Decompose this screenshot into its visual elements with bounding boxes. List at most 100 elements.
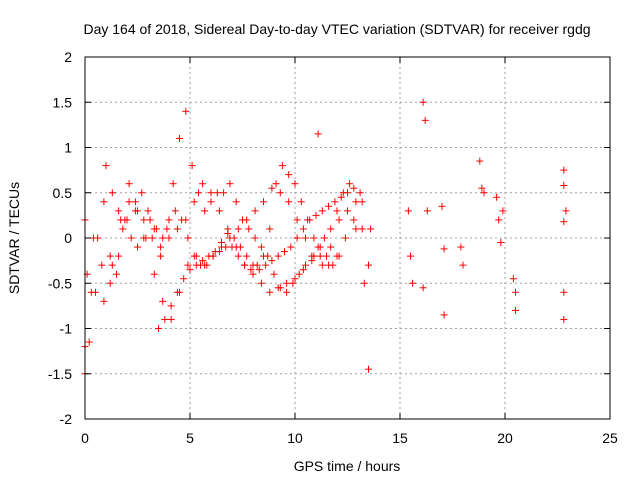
data-point — [341, 234, 349, 242]
y-axis-label: SDTVAR / TECUs — [6, 182, 22, 294]
data-point — [344, 189, 351, 197]
data-point — [148, 234, 156, 242]
data-point — [251, 234, 259, 242]
data-point — [509, 275, 517, 283]
data-point — [287, 243, 295, 251]
data-point — [560, 166, 568, 174]
data-point — [316, 252, 324, 260]
data-point — [268, 184, 276, 192]
y-tick-label: 0.5 — [53, 185, 73, 201]
data-point — [188, 162, 196, 170]
data-point — [497, 239, 505, 247]
data-point — [278, 162, 286, 170]
data-point — [310, 252, 318, 260]
y-tick-label: 2 — [64, 49, 72, 65]
data-point — [276, 189, 284, 197]
data-point — [560, 315, 568, 323]
data-point — [131, 198, 139, 206]
data-point — [295, 270, 303, 278]
data-point — [285, 171, 293, 179]
data-point — [226, 180, 234, 188]
data-point — [209, 252, 217, 260]
data-point — [157, 252, 165, 260]
data-point — [358, 225, 366, 233]
data-point — [113, 270, 120, 278]
x-tick-label: 10 — [287, 430, 303, 446]
data-point — [161, 315, 169, 323]
data-point — [144, 207, 152, 215]
data-point — [283, 279, 291, 287]
data-point — [184, 234, 192, 242]
y-tick-label: -2 — [60, 411, 73, 427]
data-point — [562, 207, 570, 215]
data-point — [407, 252, 414, 260]
data-point — [134, 207, 141, 215]
data-point — [421, 116, 429, 124]
data-point — [119, 225, 127, 233]
data-point — [367, 225, 375, 233]
data-point — [228, 243, 236, 251]
data-point — [360, 279, 368, 287]
data-point — [268, 257, 276, 265]
data-point — [312, 211, 320, 219]
data-point — [291, 275, 299, 283]
data-point — [440, 311, 448, 319]
data-point — [404, 207, 412, 215]
data-point — [253, 261, 261, 269]
data-point — [108, 261, 116, 269]
data-point — [184, 261, 192, 269]
data-point — [285, 198, 293, 206]
data-point — [255, 266, 263, 274]
data-point — [457, 243, 465, 251]
data-point — [291, 180, 299, 188]
x-tick-label: 0 — [81, 430, 89, 446]
data-point — [493, 193, 501, 201]
data-point — [173, 288, 181, 296]
y-tick-label: 1 — [64, 140, 72, 156]
data-point — [167, 302, 175, 310]
data-point — [127, 234, 135, 242]
data-point — [495, 216, 503, 224]
data-point — [245, 225, 253, 233]
data-point — [98, 261, 106, 269]
data-point — [344, 207, 351, 215]
y-tick-label: 1.5 — [53, 94, 73, 110]
x-tick-label: 15 — [392, 430, 408, 446]
data-point — [302, 234, 309, 242]
data-point — [323, 252, 330, 260]
data-point — [247, 266, 255, 274]
data-point — [100, 297, 108, 305]
data-point — [165, 234, 173, 242]
data-point — [251, 207, 259, 215]
data-point — [85, 338, 93, 346]
data-point — [218, 239, 225, 247]
data-point — [293, 216, 301, 224]
data-point — [289, 279, 297, 287]
data-point — [299, 225, 307, 233]
data-point — [327, 243, 335, 251]
data-point — [197, 261, 204, 269]
data-point — [236, 243, 244, 251]
data-point — [201, 207, 209, 215]
data-point — [140, 216, 148, 224]
data-point — [180, 275, 188, 283]
data-point — [272, 180, 280, 188]
data-point — [337, 193, 345, 201]
data-point — [155, 325, 162, 332]
data-point — [365, 261, 372, 269]
data-point — [440, 245, 448, 253]
data-point — [165, 216, 173, 224]
x-axis-label: GPS time / hours — [294, 458, 401, 474]
data-point — [350, 184, 358, 192]
data-point — [335, 252, 343, 260]
data-point — [478, 184, 486, 192]
data-point — [318, 261, 326, 269]
data-point — [100, 198, 108, 206]
data-point — [293, 234, 301, 242]
data-point — [157, 243, 165, 251]
data-point — [560, 182, 568, 190]
data-point — [476, 157, 484, 165]
data-point — [419, 284, 427, 292]
data-point — [159, 234, 167, 242]
